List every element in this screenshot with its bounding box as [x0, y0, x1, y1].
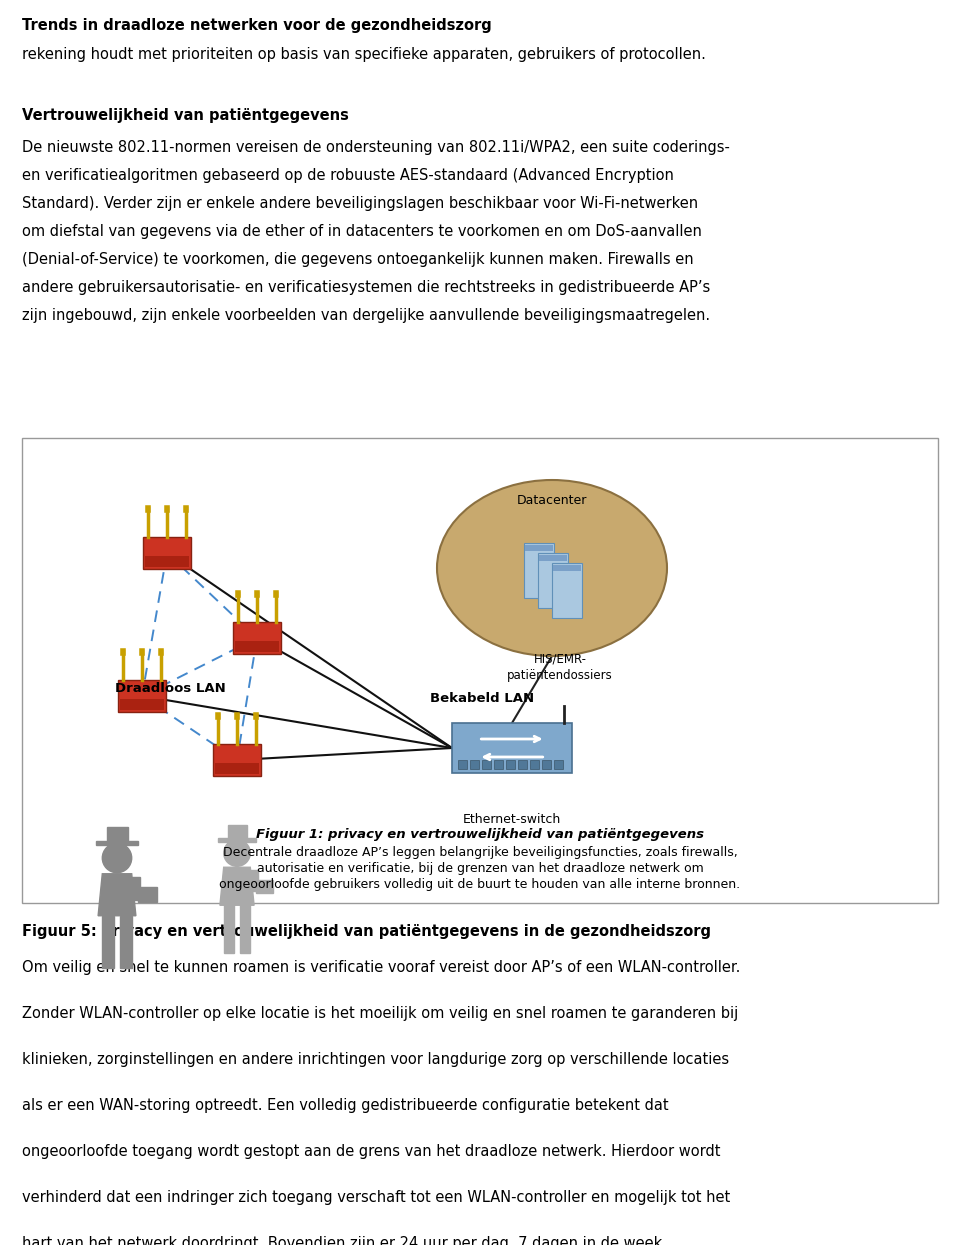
Polygon shape: [98, 874, 136, 916]
FancyBboxPatch shape: [452, 723, 572, 773]
FancyBboxPatch shape: [506, 759, 515, 769]
FancyBboxPatch shape: [539, 555, 567, 561]
FancyBboxPatch shape: [494, 759, 503, 769]
Polygon shape: [251, 870, 258, 891]
Polygon shape: [240, 905, 251, 952]
FancyBboxPatch shape: [215, 763, 259, 774]
Text: Zonder WLAN-controller op elke locatie is het moeilijk om veilig en snel roamen : Zonder WLAN-controller op elke locatie i…: [22, 1006, 738, 1021]
Circle shape: [103, 843, 132, 873]
Polygon shape: [224, 905, 234, 952]
FancyBboxPatch shape: [235, 641, 279, 652]
FancyBboxPatch shape: [120, 698, 164, 710]
FancyBboxPatch shape: [552, 563, 582, 618]
FancyBboxPatch shape: [22, 438, 938, 903]
FancyBboxPatch shape: [118, 680, 166, 712]
FancyBboxPatch shape: [470, 759, 479, 769]
FancyBboxPatch shape: [554, 759, 563, 769]
Text: ongeoorloofde toegang wordt gestopt aan de grens van het draadloze netwerk. Hier: ongeoorloofde toegang wordt gestopt aan …: [22, 1144, 721, 1159]
Text: Draadloos LAN: Draadloos LAN: [114, 681, 226, 695]
FancyBboxPatch shape: [458, 759, 467, 769]
Circle shape: [224, 839, 251, 867]
Text: andere gebruikersautorisatie- en verificatiesystemen die rechtstreeks in gedistr: andere gebruikersautorisatie- en verific…: [22, 280, 710, 295]
Text: en verificatiealgoritmen gebaseerd op de robuuste AES-standaard (Advanced Encryp: en verificatiealgoritmen gebaseerd op de…: [22, 168, 674, 183]
Polygon shape: [103, 916, 114, 969]
Polygon shape: [218, 838, 256, 842]
Text: Om veilig en snel te kunnen roamen is verificatie vooraf vereist door AP’s of ee: Om veilig en snel te kunnen roamen is ve…: [22, 960, 740, 975]
FancyBboxPatch shape: [138, 888, 156, 903]
FancyBboxPatch shape: [538, 553, 568, 608]
Text: HIS/EMR-
patiëntendossiers: HIS/EMR- patiëntendossiers: [507, 652, 612, 682]
FancyBboxPatch shape: [525, 545, 553, 552]
Polygon shape: [107, 827, 128, 842]
Text: hart van het netwerk doordringt. Bovendien zijn er 24 uur per dag, 7 dagen in de: hart van het netwerk doordringt. Bovendi…: [22, 1236, 662, 1245]
Text: (Denial-of-Service) te voorkomen, die gegevens ontoegankelijk kunnen maken. Fire: (Denial-of-Service) te voorkomen, die ge…: [22, 251, 694, 266]
FancyBboxPatch shape: [256, 880, 273, 893]
Text: zijn ingebouwd, zijn enkele voorbeelden van dergelijke aanvullende beveiligingsm: zijn ingebouwd, zijn enkele voorbeelden …: [22, 308, 710, 322]
Text: Standard). Verder zijn er enkele andere beveiligingslagen beschikbaar voor Wi-Fi: Standard). Verder zijn er enkele andere …: [22, 195, 698, 210]
Text: Figuur 1: privacy en vertrouwelijkheid van patiëntgegevens: Figuur 1: privacy en vertrouwelijkheid v…: [256, 828, 704, 842]
Ellipse shape: [437, 481, 667, 656]
Text: Decentrale draadloze AP’s leggen belangrijke beveiligingsfuncties, zoals firewal: Decentrale draadloze AP’s leggen belangr…: [223, 847, 737, 859]
Text: klinieken, zorginstellingen en andere inrichtingen voor langdurige zorg op versc: klinieken, zorginstellingen en andere in…: [22, 1052, 730, 1067]
Text: verhinderd dat een indringer zich toegang verschaft tot een WLAN-controller en m: verhinderd dat een indringer zich toegan…: [22, 1190, 731, 1205]
Text: Figuur 5: privacy en vertrouwelijkheid van patiëntgegevens in de gezondheidszorg: Figuur 5: privacy en vertrouwelijkheid v…: [22, 924, 711, 939]
Text: De nieuwste 802.11-normen vereisen de ondersteuning van 802.11i/WPA2, een suite : De nieuwste 802.11-normen vereisen de on…: [22, 139, 730, 154]
FancyBboxPatch shape: [213, 745, 261, 776]
FancyBboxPatch shape: [233, 622, 281, 654]
FancyBboxPatch shape: [542, 759, 551, 769]
Polygon shape: [220, 868, 254, 905]
Text: Ethernet-switch: Ethernet-switch: [463, 813, 562, 825]
Polygon shape: [132, 876, 140, 900]
FancyBboxPatch shape: [482, 759, 491, 769]
FancyBboxPatch shape: [145, 555, 189, 566]
FancyBboxPatch shape: [143, 537, 191, 569]
Text: als er een WAN-storing optreedt. Een volledig gedistribueerde configuratie betek: als er een WAN-storing optreedt. Een vol…: [22, 1098, 668, 1113]
FancyBboxPatch shape: [530, 759, 539, 769]
Text: Trends in draadloze netwerken voor de gezondheidszorg: Trends in draadloze netwerken voor de ge…: [22, 17, 492, 34]
Text: autorisatie en verificatie, bij de grenzen van het draadloze netwerk om: autorisatie en verificatie, bij de grenz…: [256, 862, 704, 875]
FancyBboxPatch shape: [553, 565, 581, 571]
Text: Bekabeld LAN: Bekabeld LAN: [430, 692, 534, 705]
Text: Vertrouwelijkheid van patiëntgegevens: Vertrouwelijkheid van patiëntgegevens: [22, 108, 348, 123]
Text: ongeoorloofde gebruikers volledig uit de buurt te houden van alle interne bronne: ongeoorloofde gebruikers volledig uit de…: [220, 878, 740, 891]
Polygon shape: [96, 842, 138, 845]
Polygon shape: [120, 916, 132, 969]
Text: om diefstal van gegevens via de ether of in datacenters te voorkomen en om DoS-a: om diefstal van gegevens via de ether of…: [22, 224, 702, 239]
FancyBboxPatch shape: [518, 759, 527, 769]
Text: Datacenter: Datacenter: [516, 493, 588, 507]
FancyBboxPatch shape: [524, 543, 554, 598]
Text: rekening houdt met prioriteiten op basis van specifieke apparaten, gebruikers of: rekening houdt met prioriteiten op basis…: [22, 47, 706, 62]
Polygon shape: [228, 824, 247, 838]
